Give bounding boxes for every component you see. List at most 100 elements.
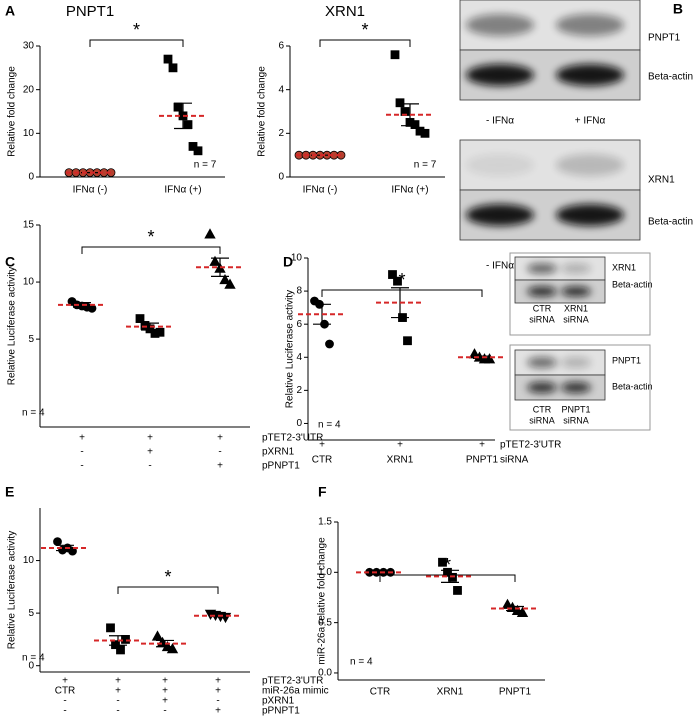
condition-mark: XRN1 [387, 455, 414, 466]
y-tick-label: 0.0 [318, 668, 332, 679]
y-tick-label: 0 [296, 418, 302, 429]
data-point [388, 270, 397, 279]
condition-mark: - [216, 696, 219, 707]
data-point [166, 643, 179, 654]
condition-label: pPNPT1 [262, 461, 300, 472]
data-point [420, 128, 430, 138]
panel-letter: B [673, 1, 683, 17]
condition-label: pPNPT1 [262, 706, 300, 717]
data-point [224, 278, 236, 289]
condition-mark: + [319, 440, 325, 451]
y-tick-label: 15 [23, 220, 35, 231]
y-tick-label: 2 [296, 385, 302, 396]
n-label: n = 4 [350, 657, 373, 668]
significance-star: * [361, 20, 368, 40]
y-tick-label: 20 [23, 84, 35, 95]
condition-mark: - [80, 447, 83, 458]
data-point [183, 120, 193, 129]
condition-mark: + [397, 440, 403, 451]
panel-letter: F [318, 484, 327, 500]
condition-mark: - [218, 447, 221, 458]
condition-mark: - [116, 706, 119, 717]
condition-label: pXRN1 [262, 696, 295, 707]
blot-band [561, 382, 591, 393]
data-point [219, 273, 231, 285]
n-label: n = 4 [22, 408, 45, 419]
band-label: Beta-actin [612, 279, 653, 289]
lane-label: PNPT1 [561, 404, 590, 414]
y-tick-label: 8 [296, 286, 302, 297]
data-point [135, 314, 145, 323]
band-label: Beta-actin [612, 381, 653, 391]
condition-mark: + [79, 433, 85, 444]
condition-mark: + [115, 676, 121, 687]
lane-label: siRNA [529, 415, 555, 425]
blot-strip [514, 279, 606, 304]
data-point [163, 54, 173, 64]
y-tick-label: 4 [278, 84, 284, 95]
y-tick-label: 5 [28, 608, 34, 619]
band-label: Beta-actin [648, 72, 693, 83]
condition-mark: + [62, 676, 68, 687]
data-point [393, 276, 402, 286]
significance-star: * [147, 227, 154, 247]
y-axis-label: Relative Luciferase activity [7, 531, 18, 649]
inset-frame [509, 252, 651, 336]
x-tick-label: XRN1 [437, 687, 464, 698]
condition-mark: + [162, 686, 168, 697]
blot-band [561, 286, 591, 297]
condition-mark: PNPT1 [466, 455, 499, 466]
blot-band [466, 14, 534, 36]
condition-label: siRNA [500, 455, 529, 466]
x-tick-label: IFNα (+) [164, 185, 201, 196]
blot-band [527, 286, 557, 297]
blot-band [561, 357, 591, 368]
x-tick-label: CTR [370, 687, 391, 698]
condition-mark: + [217, 461, 223, 472]
y-tick-label: 1.5 [318, 517, 332, 528]
condition-mark: + [147, 433, 153, 444]
data-point [204, 228, 216, 239]
n-label: n = 7 [414, 160, 437, 171]
data-point [121, 635, 130, 644]
y-axis-label: Relative fold change [7, 66, 18, 157]
data-point [155, 327, 165, 337]
condition-mark: + [215, 676, 221, 687]
y-tick-label: 10 [23, 555, 35, 566]
significance-star: * [133, 20, 140, 40]
significance-bracket [319, 39, 411, 47]
x-tick-label: IFNα (-) [303, 185, 338, 196]
blot-band [466, 154, 534, 176]
y-axis-label: Relative Luciferase activity [7, 267, 18, 385]
blot-band [466, 204, 534, 226]
panel-letter: D [283, 254, 293, 270]
y-tick-label: 0 [28, 172, 34, 183]
significance-star: * [164, 567, 171, 587]
band-label: XRN1 [612, 262, 636, 272]
data-point [53, 537, 62, 547]
lane-label: + IFNα [575, 116, 606, 127]
condition-mark: CTR [312, 455, 333, 466]
band-label: PNPT1 [648, 33, 681, 44]
blot-band [556, 64, 624, 86]
lane-label: XRN1 [564, 303, 588, 313]
condition-mark: CTR [55, 686, 76, 697]
y-tick-label: 30 [23, 41, 35, 52]
x-tick-label: IFNα (+) [391, 185, 428, 196]
band-label: XRN1 [648, 175, 675, 186]
y-tick-label: 0 [28, 660, 34, 671]
condition-mark: + [162, 676, 168, 687]
lane-label: CTR [533, 404, 552, 414]
condition-mark: + [147, 447, 153, 458]
inset-frame [509, 344, 651, 431]
y-tick-label: 1.0 [318, 567, 332, 578]
panel-letter: E [5, 484, 14, 500]
condition-mark: + [215, 686, 221, 697]
data-point [106, 623, 115, 633]
data-point [403, 336, 412, 346]
y-tick-label: 0.5 [318, 617, 332, 628]
condition-label: pXRN1 [262, 447, 295, 458]
significance-bracket [321, 289, 483, 297]
significance-bracket [89, 39, 184, 47]
